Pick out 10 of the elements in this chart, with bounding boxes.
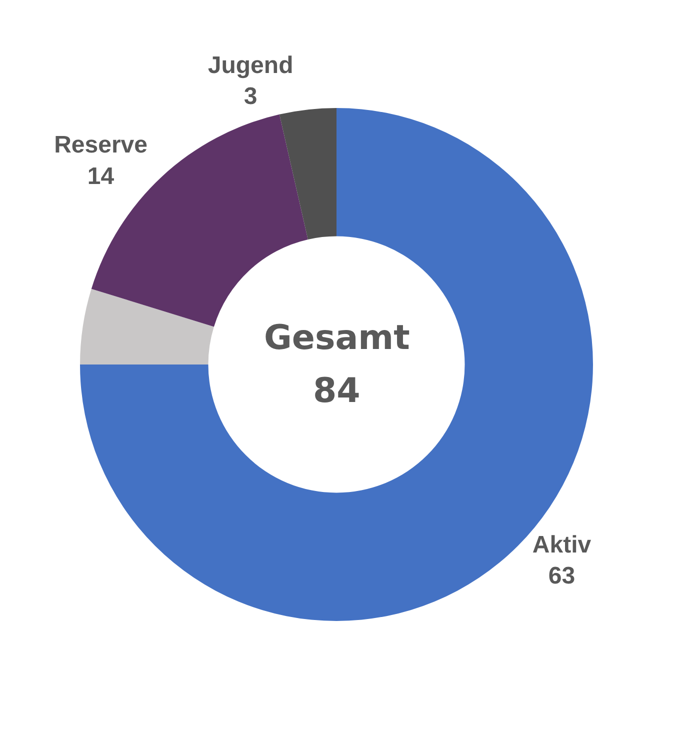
slice-label: Jugend	[208, 52, 294, 79]
donut-slice	[80, 288, 214, 364]
text: Gesamt	[264, 318, 410, 358]
data-label: 63	[548, 562, 576, 590]
data-label: 14	[87, 162, 115, 190]
donut-slice	[279, 108, 336, 240]
slice-label: Aktiv	[532, 531, 592, 558]
slice-label: Reserve	[54, 132, 148, 159]
text: 84	[313, 371, 360, 411]
data-label: 3	[244, 82, 258, 110]
